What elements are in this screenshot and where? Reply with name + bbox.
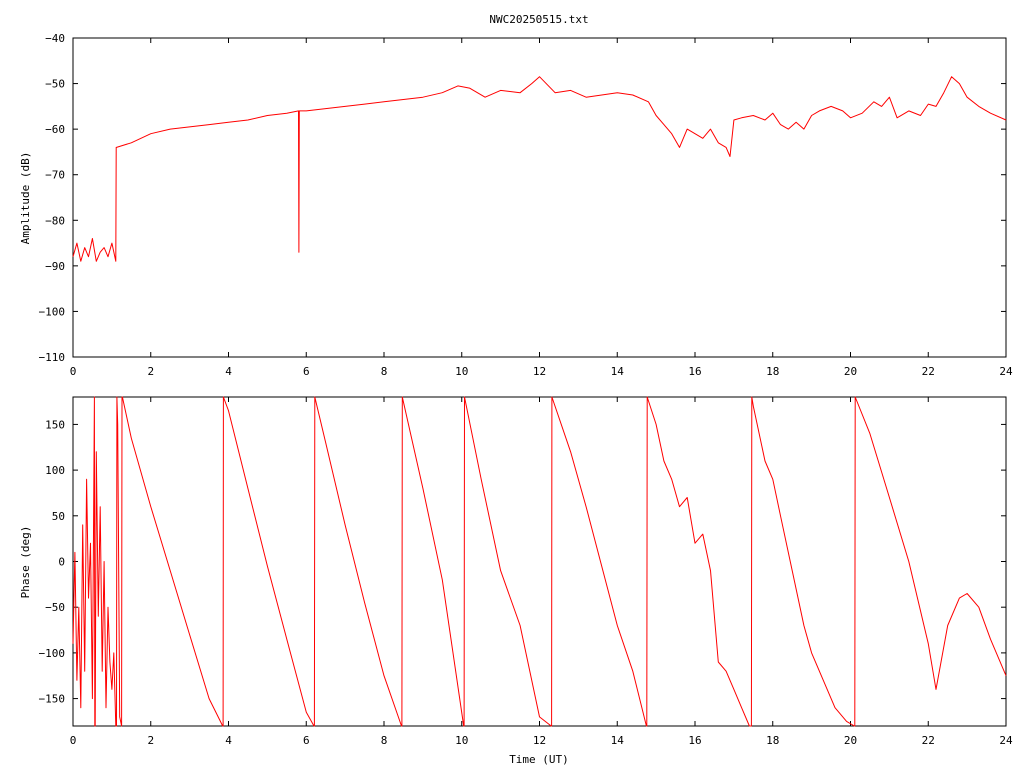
phase-x-tick-label: 4 [225, 734, 232, 747]
amplitude-x-tick-label: 24 [999, 365, 1013, 378]
time-x-axis-label: Time (UT) [509, 753, 569, 766]
phase-y-axis-label: Phase (deg) [19, 526, 32, 599]
amplitude-x-tick-label: 8 [381, 365, 388, 378]
phase-y-tick-label: 150 [45, 418, 65, 431]
phase-x-tick-label: 20 [844, 734, 857, 747]
amplitude-y-tick-label: −90 [45, 260, 65, 273]
phase-ticks: 0 2 4 6 8 10 12 14 16 18 20 22 24150100500−50−100−15… [39, 397, 1013, 747]
phase-y-tick-label: −50 [45, 601, 65, 614]
phase-x-tick-label: 10 [455, 734, 468, 747]
phase-y-tick-label: −150 [39, 693, 66, 706]
chart-title: NWC20250515.txt [489, 13, 588, 26]
amplitude-y-tick-label: −100 [39, 305, 66, 318]
amplitude-y-tick-label: −50 [45, 78, 65, 91]
amplitude-panel: 0 2 4 6 8 10 12 14 16 18 20 22 24−40−50−60−70−80−90−… [19, 32, 1013, 378]
phase-panel: 0 2 4 6 8 10 12 14 16 18 20 22 24150100500−50−100−15… [19, 396, 1013, 766]
phase-x-tick-label: 18 [766, 734, 779, 747]
phase-x-tick-label: 0 [70, 734, 77, 747]
phase-x-tick-label: 24 [999, 734, 1013, 747]
amplitude-y-axis-label: Amplitude (dB) [19, 152, 32, 245]
phase-x-tick-label: 2 [147, 734, 154, 747]
phase-y-tick-label: 50 [52, 510, 65, 523]
amplitude-x-tick-label: 22 [922, 365, 935, 378]
phase-y-tick-label: 100 [45, 464, 65, 477]
phase-x-tick-label: 6 [303, 734, 310, 747]
amplitude-x-tick-label: 0 [70, 365, 77, 378]
phase-x-tick-label: 14 [611, 734, 625, 747]
amplitude-x-tick-label: 20 [844, 365, 857, 378]
amplitude-y-tick-label: −70 [45, 169, 65, 182]
phase-y-tick-label: −100 [39, 647, 66, 660]
phase-x-tick-label: 8 [381, 734, 388, 747]
amplitude-x-tick-label: 10 [455, 365, 468, 378]
phase-y-tick-label: 0 [58, 556, 65, 569]
phase-x-tick-label: 12 [533, 734, 546, 747]
amplitude-ticks: 0 2 4 6 8 10 12 14 16 18 20 22 24−40−50−60−70−80−90−… [39, 32, 1013, 378]
phase-x-tick-label: 16 [688, 734, 701, 747]
amplitude-x-tick-label: 14 [611, 365, 625, 378]
amplitude-series-line [72, 76, 1007, 262]
phase-x-tick-label: 22 [922, 734, 935, 747]
amplitude-x-tick-label: 2 [147, 365, 154, 378]
phase-series-line [72, 396, 1007, 727]
phase-plot-frame [72, 396, 1007, 727]
amplitude-x-tick-label: 12 [533, 365, 546, 378]
amplitude-y-tick-label: −40 [45, 32, 65, 45]
amplitude-x-tick-label: 18 [766, 365, 779, 378]
amplitude-x-tick-label: 6 [303, 365, 310, 378]
amplitude-y-tick-label: −80 [45, 214, 65, 227]
amplitude-y-tick-label: −110 [39, 351, 66, 364]
amplitude-x-tick-label: 4 [225, 365, 232, 378]
amplitude-y-tick-label: −60 [45, 123, 65, 136]
amplitude-x-tick-label: 16 [688, 365, 701, 378]
amplitude-plot-frame [72, 37, 1007, 358]
